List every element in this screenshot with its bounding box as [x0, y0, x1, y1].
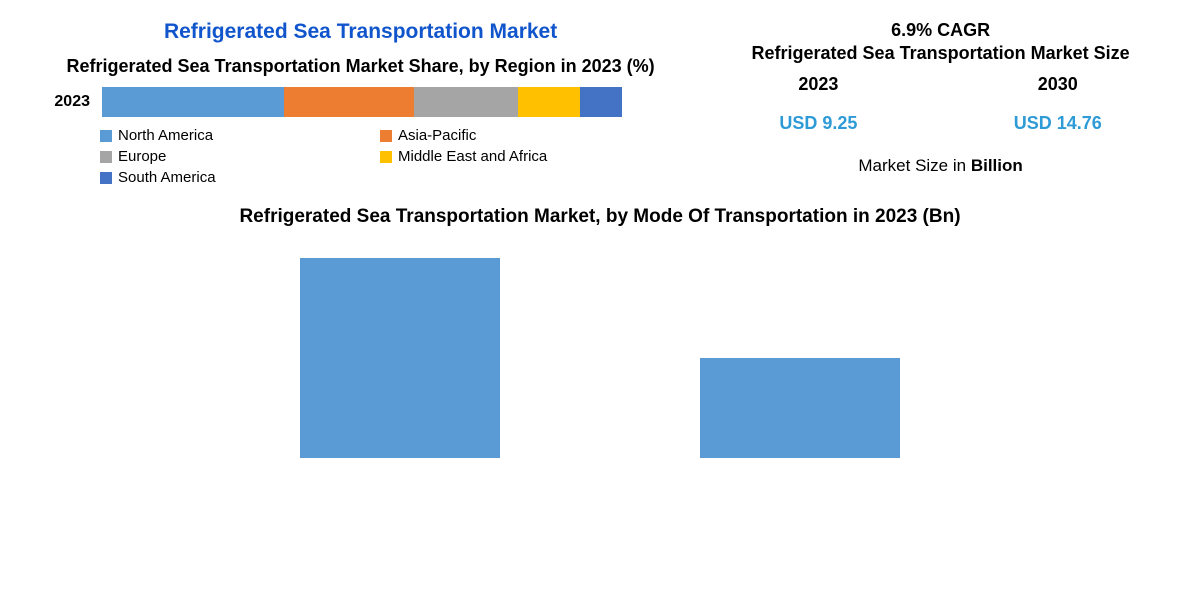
market-size-note: Market Size in Billion: [701, 156, 1180, 176]
main-title: Refrigerated Sea Transportation Market: [30, 20, 691, 44]
legend-item: Middle East and Africa: [380, 146, 660, 167]
legend-label: Middle East and Africa: [398, 148, 547, 165]
legend-label: South America: [118, 169, 216, 186]
cagr-text: 6.9% CAGR: [701, 20, 1180, 41]
legend-swatch: [100, 151, 112, 163]
region-stacked-bar: 2023: [30, 87, 691, 117]
region-segment: [518, 87, 580, 117]
size-note-prefix: Market Size in: [858, 156, 970, 175]
legend-item: South America: [100, 167, 380, 188]
size-value-0: USD 9.25: [779, 113, 857, 134]
market-size-subtitle: Refrigerated Sea Transportation Market S…: [701, 43, 1180, 64]
region-bar-container: [102, 87, 622, 117]
legend-swatch: [380, 130, 392, 142]
region-segment: [414, 87, 518, 117]
size-note-bold: Billion: [971, 156, 1023, 175]
legend-item: North America: [100, 125, 380, 146]
region-share-title: Refrigerated Sea Transportation Market S…: [30, 56, 691, 77]
legend-swatch: [380, 151, 392, 163]
legend-item: Asia-Pacific: [380, 125, 660, 146]
size-year-0: 2023: [779, 74, 857, 95]
size-value-1: USD 14.76: [1014, 113, 1102, 134]
legend-label: Asia-Pacific: [398, 127, 476, 144]
legend-swatch: [100, 172, 112, 184]
size-year-1: 2030: [1014, 74, 1102, 95]
mode-bar: [700, 358, 900, 458]
region-segment: [580, 87, 622, 117]
mode-bars-area: [30, 238, 1170, 458]
legend-swatch: [100, 130, 112, 142]
legend-label: Europe: [118, 148, 166, 165]
legend-label: North America: [118, 127, 213, 144]
legend-item: Europe: [100, 146, 380, 167]
region-row-label: 2023: [30, 93, 102, 111]
mode-chart-title: Refrigerated Sea Transportation Market, …: [30, 206, 1170, 228]
region-segment: [284, 87, 414, 117]
region-legend: North America Asia-Pacific Europe Middle Ea…: [30, 125, 660, 188]
region-segment: [102, 87, 284, 117]
mode-bar: [300, 258, 500, 458]
